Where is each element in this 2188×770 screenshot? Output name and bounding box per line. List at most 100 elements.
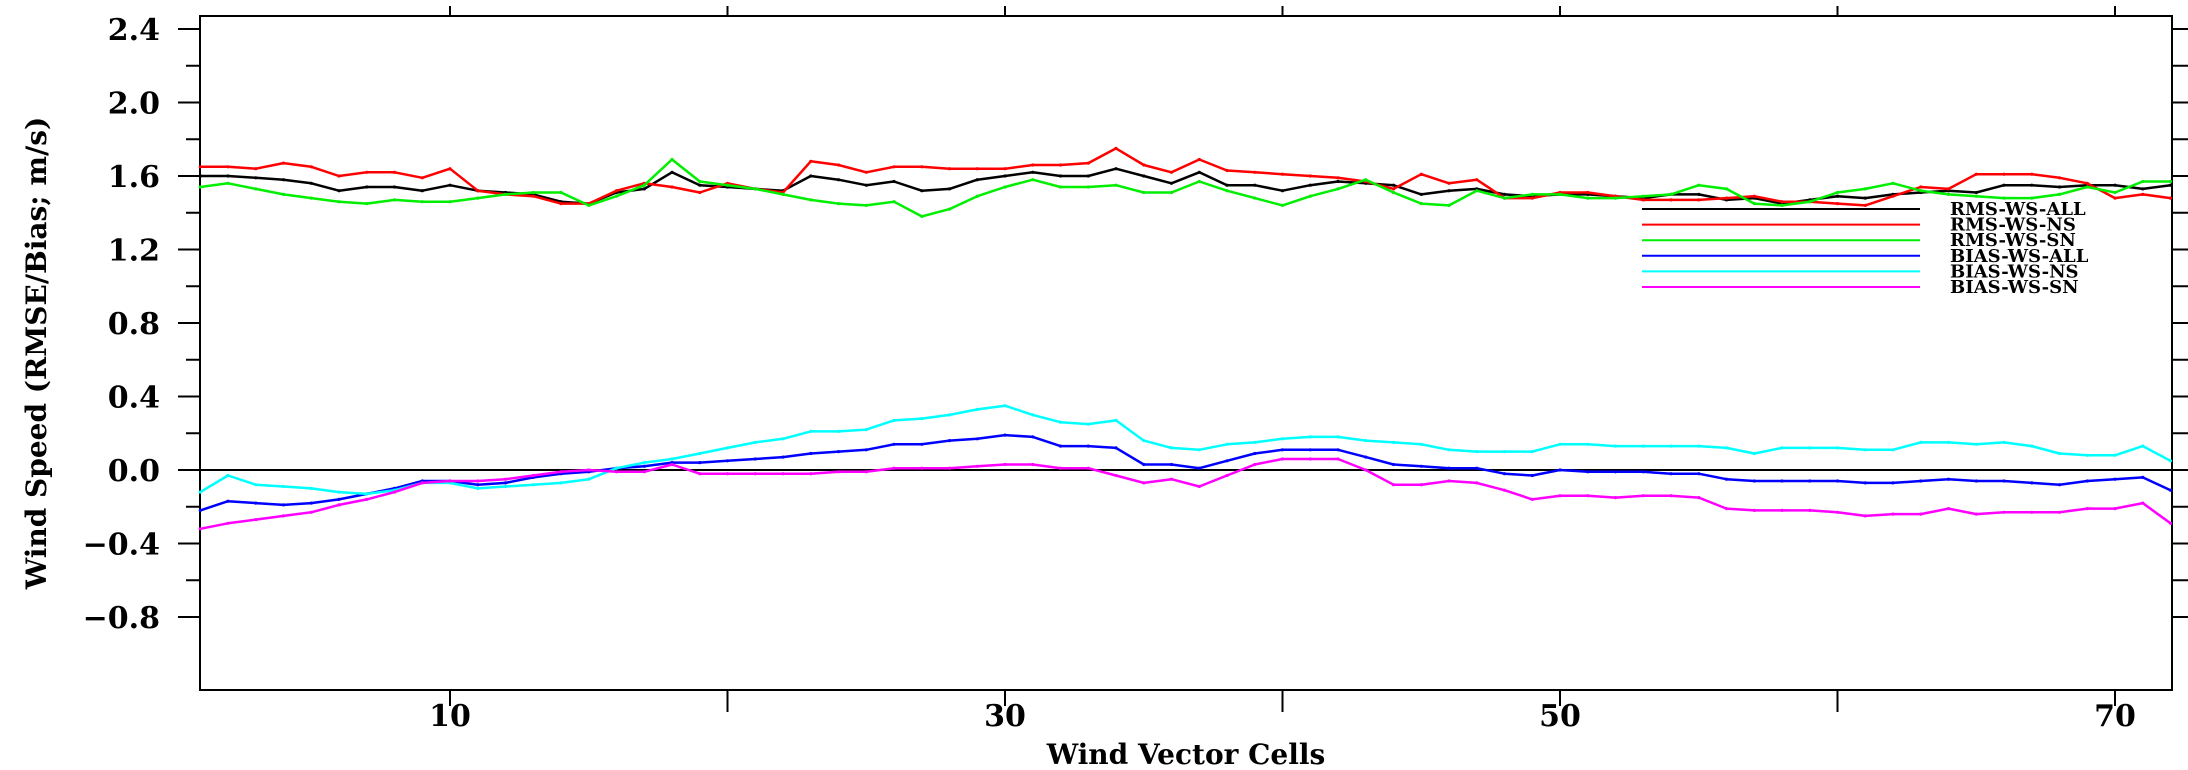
- data-point: [892, 179, 896, 184]
- data-point: [1530, 497, 1534, 501]
- data-point: [2002, 183, 2006, 187]
- data-point: [2168, 521, 2173, 525]
- series-line-rms-ws-all: [200, 167, 2171, 205]
- data-point: [2030, 172, 2034, 176]
- data-point: [1031, 163, 1035, 167]
- data-point: [1114, 167, 1118, 171]
- data-point: [1419, 483, 1423, 487]
- legend-label: RMS-WS-SN: [1950, 230, 2076, 251]
- data-point: [281, 161, 286, 165]
- data-point: [947, 466, 952, 470]
- data-point: [1003, 433, 1007, 437]
- data-point: [698, 190, 702, 195]
- data-point: [1308, 435, 1312, 439]
- data-point: [1308, 183, 1312, 187]
- data-point: [1169, 170, 1174, 174]
- data-point: [1974, 194, 1978, 198]
- data-point: [1114, 446, 1118, 450]
- data-point: [1086, 174, 1090, 178]
- data-point: [1225, 442, 1229, 446]
- data-point: [864, 448, 868, 452]
- data-point: [1086, 422, 1090, 426]
- data-point: [1613, 496, 1618, 500]
- data-point: [2057, 483, 2062, 487]
- data-point: [1697, 496, 1701, 500]
- data-point: [198, 165, 202, 169]
- data-point: [725, 472, 730, 476]
- data-point: [892, 442, 896, 446]
- data-point: [1058, 185, 1063, 189]
- data-point: [337, 490, 341, 494]
- data-point: [1280, 448, 1285, 452]
- data-point: [1364, 468, 1368, 472]
- data-point: [198, 490, 202, 494]
- data-point: [1169, 477, 1174, 481]
- data-point: [1586, 196, 1590, 200]
- data-point: [947, 187, 952, 191]
- data-point: [2113, 183, 2117, 187]
- data-point: [254, 501, 258, 505]
- data-point: [1031, 170, 1035, 174]
- data-point: [1724, 477, 1729, 481]
- data-point: [1308, 194, 1312, 198]
- data-point: [1114, 473, 1118, 478]
- data-point: [947, 167, 952, 171]
- data-point: [281, 484, 286, 489]
- data-point: [1336, 448, 1340, 452]
- legend-label: RMS-WS-ALL: [1950, 199, 2086, 220]
- series-rms-ws-ns: [198, 146, 2173, 207]
- data-point: [1336, 176, 1340, 180]
- data-point: [614, 470, 619, 474]
- data-point: [1502, 488, 1507, 492]
- data-point: [226, 473, 230, 478]
- data-point: [2085, 479, 2089, 483]
- data-point: [2030, 510, 2034, 514]
- data-point: [1086, 161, 1090, 165]
- data-point: [1197, 448, 1201, 452]
- data-point: [1336, 179, 1340, 184]
- data-point: [309, 196, 313, 200]
- data-point: [1808, 200, 1812, 204]
- data-point: [1752, 451, 1756, 456]
- data-point: [1280, 172, 1285, 176]
- data-point: [1891, 181, 1895, 185]
- data-point: [503, 481, 508, 485]
- plot-frame: [199, 15, 2173, 691]
- legend-label: BIAS-WS-NS: [1950, 261, 2079, 282]
- data-point: [1835, 202, 1840, 206]
- data-point: [1364, 455, 1368, 459]
- series-line-bias-ws-ns: [199, 404, 2172, 496]
- data-point: [781, 472, 785, 476]
- data-point: [670, 170, 674, 174]
- data-point: [2030, 481, 2034, 485]
- data-point: [836, 470, 841, 474]
- data-point: [1391, 483, 1396, 487]
- data-point: [1142, 174, 1146, 178]
- data-point: [1197, 179, 1201, 184]
- data-point: [2113, 190, 2117, 195]
- data-point: [1613, 196, 1618, 200]
- data-point: [254, 187, 258, 191]
- data-point: [1641, 198, 1645, 202]
- data-point: [309, 510, 313, 514]
- data-point: [864, 470, 868, 474]
- data-point: [809, 174, 813, 178]
- data-point: [1419, 202, 1423, 206]
- data-point: [864, 183, 868, 187]
- data-point: [1974, 479, 1978, 483]
- data-point: [753, 440, 757, 444]
- data-point: [1558, 442, 1562, 446]
- data-point: [1391, 462, 1396, 467]
- data-point: [1225, 473, 1229, 478]
- data-point: [392, 198, 397, 202]
- y-tick-label: −0.8: [83, 601, 160, 636]
- data-point: [1475, 189, 1479, 193]
- data-point: [1946, 192, 1951, 196]
- data-point: [614, 189, 619, 193]
- data-point: [365, 170, 369, 174]
- data-point: [1697, 192, 1701, 196]
- data-point: [1863, 514, 1867, 518]
- data-point: [864, 170, 868, 174]
- data-point: [1835, 446, 1840, 450]
- data-point: [392, 170, 397, 174]
